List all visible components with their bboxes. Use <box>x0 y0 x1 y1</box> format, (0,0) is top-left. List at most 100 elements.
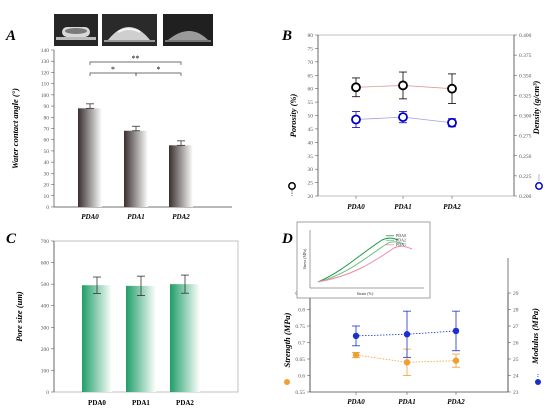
d-modulus-point <box>352 332 360 340</box>
b-y-left-tick-label: 70 <box>308 60 314 66</box>
a-y-tick-label: 60 <box>44 138 50 144</box>
d-y-right-tick-label: 28 <box>513 308 519 314</box>
b-y-right-tick-label: 0.250 <box>519 154 532 160</box>
d-legend-marker-strength <box>284 379 290 385</box>
b-density-point <box>398 112 408 123</box>
panel-label-d: D <box>281 231 293 247</box>
c-bar-pda1 <box>126 285 156 392</box>
d-strength-point <box>403 359 411 366</box>
droplet-photos <box>54 14 213 46</box>
d-y-left-tick-label: 0.55 <box>295 390 305 396</box>
a-y-tick-label: 0 <box>46 205 49 211</box>
b-y-left-tick-label: 65 <box>308 73 314 79</box>
b-y-left-tick-label: 35 <box>308 154 314 160</box>
d-inset-y-label: Stress (MPa) <box>302 248 307 269</box>
b-y-left-tick-label: 50 <box>308 114 314 120</box>
d-y-right-tick-label: 27 <box>513 324 519 330</box>
a-y-tick-label: 100 <box>41 93 50 99</box>
d-x-tick-label: PDA1 <box>398 398 416 406</box>
c-x-tick-label: PDA2 <box>176 399 194 407</box>
a-y-tick-label: 90 <box>44 104 50 110</box>
a-bar-pda2 <box>169 145 193 207</box>
a-x-tick-label: PDA2 <box>172 213 190 221</box>
c-x-tick-label: PDA1 <box>132 399 150 407</box>
c-y-tick-label: 0 <box>46 390 49 396</box>
d-strength-point <box>452 357 460 364</box>
c-y-axis-title: Pore size (um) <box>14 291 24 342</box>
b-density-point <box>447 117 457 128</box>
b-x-tick-label: PDA2 <box>443 203 461 211</box>
b-y-left-title: Porosity (%) <box>288 93 298 137</box>
d-y-right-tick-label: 23 <box>513 390 519 396</box>
a-y-tick-label: 110 <box>41 82 49 88</box>
a-y-axis-title: Water contact angle (°) <box>10 88 20 169</box>
a-y-tick-label: 140 <box>41 48 50 54</box>
b-density-point <box>351 114 361 125</box>
c-y-tick-label: 200 <box>41 347 50 353</box>
d-y-left-tick-label: 0.7 <box>298 341 305 347</box>
b-y-left-tick-label: 60 <box>308 87 314 93</box>
a-x-tick-label: PDA1 <box>127 213 145 221</box>
b-y-right-title: Density (g/cm³) <box>531 80 541 135</box>
a-y-tick-label: 70 <box>44 127 50 133</box>
panel-a-chart: 0 10 20 30 40 50 60 70 80 90 100 110 120 130 140 Water … <box>10 48 232 221</box>
panel-label-b: B <box>281 28 292 44</box>
d-strength-point <box>352 351 360 359</box>
d-inset-legend-label: PDA1 <box>396 242 406 247</box>
b-porosity-point <box>398 80 408 91</box>
a-y-tick-label: 130 <box>41 59 50 65</box>
a-sig-annotation: * <box>157 65 161 74</box>
a-y-tick-label: 30 <box>44 171 50 177</box>
d-inset-x-label: Strain (%) <box>357 291 374 296</box>
a-y-tick-label: 120 <box>41 70 50 76</box>
a-bar-pda0 <box>78 108 102 207</box>
b-porosity-point <box>447 83 457 94</box>
b-y-right-tick-label: 0.200 <box>519 194 532 200</box>
b-y-right-tick-label: 0.325 <box>519 93 532 99</box>
b-y-left-tick-label: 80 <box>308 33 314 39</box>
a-sig-bracket-pda1-pda2 <box>135 72 182 76</box>
d-y-right-tick-label: 25 <box>513 357 519 363</box>
c-y-tick-label: 700 <box>41 239 50 245</box>
b-y-left-tick-label: 40 <box>308 140 314 146</box>
b-legend-marker-density <box>535 182 543 190</box>
d-modulus-point <box>452 327 460 335</box>
b-x-tick-label: PDA0 <box>347 203 365 211</box>
d-y-left-tick-label: 0.65 <box>295 357 305 363</box>
b-y-right-tick-label: 0.225 <box>519 174 532 180</box>
c-y-tick-label: 500 <box>41 282 50 288</box>
a-y-tick-label: 50 <box>44 149 50 155</box>
d-y-right-tick-label: 29 <box>513 291 519 297</box>
d-y-left-tick-label: 0.6 <box>298 374 305 380</box>
a-sig-annotation: ** <box>132 54 140 63</box>
b-x-tick-label: PDA1 <box>394 203 412 211</box>
b-y-right-tick-label: 0.375 <box>519 53 532 59</box>
panel-d-chart: 0.550.60.650.70.750.80.8523242526272829P… <box>282 221 541 406</box>
d-y-right-tick-label: 26 <box>513 341 519 347</box>
a-bar-pda1 <box>124 130 148 207</box>
d-inset-curve-pda1 <box>317 245 413 283</box>
b-legend-marker-porosity <box>288 182 296 190</box>
d-modulus-point <box>403 331 411 338</box>
a-y-tick-label: 10 <box>44 194 50 200</box>
d-y-left-tick-label: 0.75 <box>295 324 305 330</box>
a-y-tick-label: 40 <box>44 160 50 166</box>
panel-c-chart: 0 100 200 300 400 500 600 700 Pore size (um) PDA0… <box>14 239 239 407</box>
a-y-tick-label: 80 <box>44 115 50 121</box>
d-y-left-title: Strength (MPa) <box>282 312 292 367</box>
d-inset-curve-pda2 <box>317 241 405 283</box>
c-bar-pda2 <box>170 284 200 392</box>
b-y-left-tick-label: 75 <box>308 46 314 52</box>
d-inset-legend-label: PDA2 <box>396 238 406 243</box>
c-y-tick-label: 100 <box>41 368 50 374</box>
d-y-right-tick-label: 24 <box>513 374 519 380</box>
b-porosity-point <box>351 82 361 93</box>
b-y-left-tick-label: 55 <box>308 100 314 106</box>
b-y-right-tick-label: 0.400 <box>519 33 532 39</box>
panel-b-chart: 20 25 30 35 40 45 50 55 60 65 70 75 80 0.200 0.225 0.25… <box>288 33 543 211</box>
d-inset-legend-label: PDA0 <box>396 233 406 238</box>
panel-label-c: C <box>6 231 17 247</box>
a-x-tick-label: PDA0 <box>81 213 99 221</box>
a-sig-bracket-pda0-pda2 <box>89 61 182 65</box>
